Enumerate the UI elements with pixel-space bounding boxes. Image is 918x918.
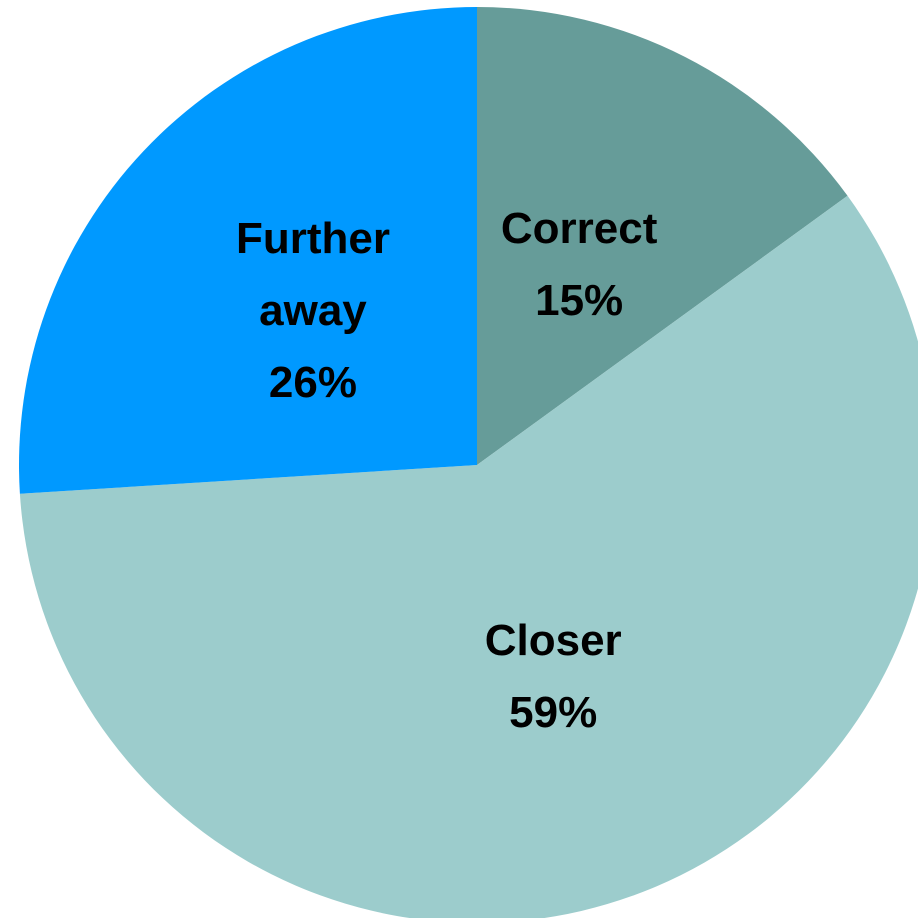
value-label: 59%: [509, 687, 598, 737]
slice-label: Correct 15%: [474, 193, 684, 337]
slice-label: Further away 26%: [208, 203, 418, 419]
value-label: 15%: [535, 275, 624, 325]
value-label: 26%: [268, 357, 357, 407]
slice-label: Closer 59%: [448, 605, 658, 749]
pie-slice: [19, 195, 918, 918]
category-label: Closer: [484, 615, 622, 665]
category-label: Correct: [500, 203, 658, 253]
pie-slice: [477, 7, 848, 465]
category-label: Further away: [235, 213, 390, 335]
pie-slice: [18, 7, 477, 494]
